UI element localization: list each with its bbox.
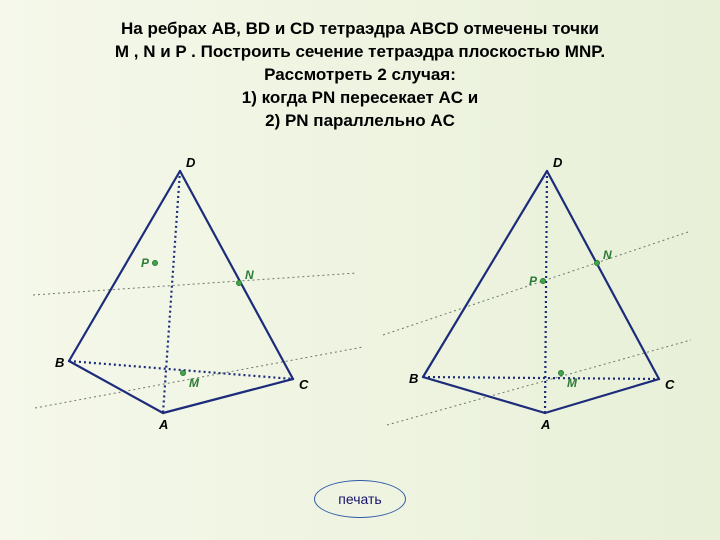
problem-line-5: 2) PN параллельно AC <box>30 110 690 133</box>
diagrams-row: D A B C M N P D A B C M N P <box>0 143 720 448</box>
diagram-1: D A B C M N P <box>25 153 365 443</box>
svg-text:B: B <box>55 355 64 370</box>
svg-text:N: N <box>245 268 254 282</box>
svg-text:C: C <box>665 377 675 392</box>
problem-line-4: 1) когда PN пересекает AC и <box>30 87 690 110</box>
problem-line-1: На ребрах AB, BD и CD тетраэдра ABCD отм… <box>30 18 690 41</box>
svg-text:P: P <box>529 274 538 288</box>
svg-text:M: M <box>567 376 578 390</box>
svg-text:C: C <box>299 377 309 392</box>
problem-line-3: Рассмотреть 2 случая: <box>30 64 690 87</box>
diagram-1-wrap: D A B C M N P <box>25 153 365 448</box>
svg-text:A: A <box>540 417 550 432</box>
problem-line-2: M , N и P . Построить сечение тетраэдра … <box>30 41 690 64</box>
print-button[interactable]: печать <box>314 480 406 518</box>
problem-statement: На ребрах AB, BD и CD тетраэдра ABCD отм… <box>0 0 720 143</box>
svg-text:D: D <box>186 155 196 170</box>
svg-text:M: M <box>189 376 200 390</box>
diagram-2-wrap: D A B C M N P <box>375 153 695 448</box>
svg-text:A: A <box>158 417 168 432</box>
print-label: печать <box>338 491 381 507</box>
diagram-2: D A B C M N P <box>375 153 695 443</box>
svg-text:N: N <box>603 248 612 262</box>
svg-text:B: B <box>409 371 418 386</box>
svg-text:D: D <box>553 155 563 170</box>
svg-text:P: P <box>141 256 150 270</box>
